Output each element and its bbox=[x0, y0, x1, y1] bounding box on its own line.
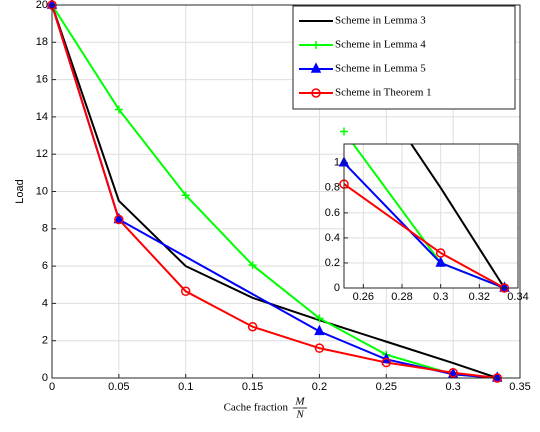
series-line bbox=[410, 144, 506, 288]
x-tick-label: 0.1 bbox=[178, 381, 193, 393]
y-tick-label: 18 bbox=[36, 36, 48, 48]
x-tick-label: 0.28 bbox=[391, 291, 412, 303]
x-axis-label: Cache fraction bbox=[224, 402, 289, 414]
y-tick-label: 8 bbox=[42, 223, 48, 235]
y-tick-label: 14 bbox=[36, 111, 48, 123]
marker bbox=[499, 281, 510, 292]
marker bbox=[114, 214, 124, 225]
series-line bbox=[344, 183, 505, 288]
marker bbox=[340, 127, 348, 136]
y-tick-label: 1 bbox=[334, 157, 340, 169]
y-tick-label: 0.6 bbox=[325, 207, 340, 219]
x-tick-label: 0.2 bbox=[312, 381, 327, 393]
marker bbox=[310, 62, 322, 73]
x-tick-label: 0.05 bbox=[108, 381, 129, 393]
marker bbox=[248, 261, 257, 270]
y-tick-label: 6 bbox=[42, 260, 48, 272]
y-tick-label: 2 bbox=[42, 335, 48, 347]
series-group bbox=[52, 5, 498, 378]
marker bbox=[181, 191, 190, 200]
x-tick-label: 0.15 bbox=[242, 381, 263, 393]
y-tick-label: 0 bbox=[42, 372, 48, 384]
y-tick-label: 0 bbox=[334, 282, 340, 294]
marker bbox=[311, 88, 321, 98]
y-tick-label: 10 bbox=[36, 185, 48, 197]
marker bbox=[435, 256, 446, 267]
y-axis-label: Load bbox=[14, 179, 26, 203]
x-tick-label: 0.34 bbox=[507, 291, 528, 303]
legend-label: Scheme in Lemma 4 bbox=[335, 39, 426, 51]
x-axis-label-denominator: N bbox=[295, 409, 304, 421]
y-tick-label: 16 bbox=[36, 74, 48, 86]
legend-box bbox=[292, 5, 516, 110]
legend-label: Scheme in Lemma 5 bbox=[335, 63, 426, 75]
marker bbox=[314, 343, 325, 353]
marker bbox=[435, 248, 446, 258]
legend: Scheme in Lemma 3 Scheme in Lemma 4 Scheme… bbox=[292, 5, 516, 110]
y-tick-label: 20 bbox=[36, 0, 48, 11]
marker bbox=[180, 286, 191, 297]
x-tick-label: 0.32 bbox=[469, 291, 490, 303]
axes-box bbox=[51, 4, 521, 379]
marker bbox=[114, 105, 123, 114]
series-line bbox=[52, 5, 498, 378]
series-line bbox=[52, 5, 498, 378]
marker bbox=[448, 368, 458, 378]
x-tick-label: 0.35 bbox=[509, 381, 530, 393]
marker bbox=[492, 371, 503, 382]
axes-box bbox=[343, 143, 519, 289]
y-tick-label: 0.2 bbox=[325, 257, 340, 269]
marker bbox=[312, 41, 320, 49]
y-tick-label: 12 bbox=[36, 148, 48, 160]
x-axis-label-numerator: M bbox=[294, 396, 305, 408]
marker bbox=[314, 324, 325, 336]
marker bbox=[113, 212, 125, 224]
x-tick-label: 0.26 bbox=[353, 291, 374, 303]
y-tick-label: 0.8 bbox=[325, 182, 340, 194]
x-tick-label: 0.25 bbox=[376, 381, 397, 393]
legend-label: Scheme in Lemma 3 bbox=[335, 15, 426, 27]
marker bbox=[247, 321, 258, 332]
x-tick-label: 0.3 bbox=[433, 291, 448, 303]
x-tick-label: 0.3 bbox=[445, 381, 460, 393]
plot-area: 0.26 0.28 0.3 0.32 0.34 0 0.2 0.4 0.6 0.8 1 bbox=[325, 127, 529, 303]
y-tick-label: 4 bbox=[42, 297, 48, 309]
marker bbox=[381, 357, 392, 368]
legend-label: Scheme in Theorem 1 bbox=[335, 87, 432, 99]
x-tick-label: 0 bbox=[49, 381, 55, 393]
marker bbox=[315, 314, 324, 323]
y-tick-label: 0.4 bbox=[325, 232, 340, 244]
